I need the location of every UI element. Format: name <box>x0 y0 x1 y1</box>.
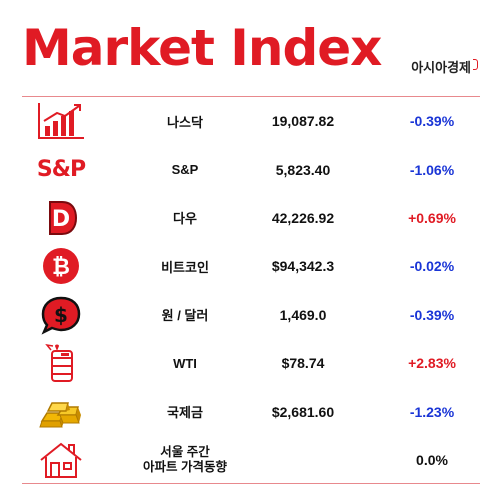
dow-logo-text: D <box>52 207 70 232</box>
table-row-dow: D 다우 42,226.92 +0.69% <box>22 194 480 242</box>
row-name: 다우 <box>173 211 197 227</box>
row-change: -0.02% <box>409 258 455 275</box>
bottom-divider <box>22 483 480 484</box>
dow-logo-icon: D <box>36 197 86 239</box>
sp-logo-text: S&P <box>36 156 86 182</box>
row-name: 비트코인 <box>161 259 209 275</box>
row-name: 서울 주간 아파트 가격동향 <box>120 436 250 484</box>
top-divider <box>22 96 480 97</box>
row-value: 19,087.82 <box>271 113 335 130</box>
gold-bars-icon <box>36 390 86 432</box>
brand-mark-icon <box>473 59 478 70</box>
row-name-line2: 아파트 가격동향 <box>143 459 227 474</box>
brand-logo: 아시아경제 <box>411 57 478 76</box>
brand-name: 아시아경제 <box>411 60 471 75</box>
row-value: $78.74 <box>281 355 325 372</box>
row-change: -0.39% <box>409 113 455 130</box>
bar-chart-icon <box>36 100 86 142</box>
row-value: $94,342.3 <box>271 258 335 275</box>
row-change: 0.0% <box>416 451 448 468</box>
table-row-krw-usd: $ 원 / 달러 1,469.0 -0.39% <box>22 291 480 339</box>
row-change: +2.83% <box>408 355 456 372</box>
sp-logo-icon: S&P <box>36 148 86 190</box>
house-icon <box>36 439 86 481</box>
row-name: WTI <box>173 355 197 371</box>
row-value: 1,469.0 <box>279 306 327 323</box>
row-name: 원 / 달러 <box>161 308 209 324</box>
market-table: 나스닥 19,087.82 -0.39% S&P S&P 5,823.40 -1… <box>22 97 480 484</box>
table-row-sp: S&P S&P 5,823.40 -1.06% <box>22 145 480 193</box>
table-row-gold: 국제금 $2,681.60 -1.23% <box>22 387 480 435</box>
table-row-wti: WTI $78.74 +2.83% <box>22 339 480 387</box>
page-title: Market Index <box>22 19 382 77</box>
dollar-bubble-icon: $ <box>36 294 86 336</box>
row-change: -1.06% <box>409 161 455 178</box>
svg-text:$: $ <box>54 303 68 327</box>
row-name-line1: 서울 주간 <box>160 444 210 459</box>
svg-text:₿: ₿ <box>52 255 70 280</box>
oil-barrel-icon <box>36 342 86 384</box>
row-change: -1.23% <box>409 403 455 420</box>
row-name: 국제금 <box>167 405 203 421</box>
table-row-nasdaq: 나스닥 19,087.82 -0.39% <box>22 97 480 145</box>
row-value: 42,226.92 <box>271 209 335 226</box>
row-name: S&P <box>171 162 199 178</box>
row-value: $2,681.60 <box>271 403 335 420</box>
row-change: +0.69% <box>408 209 456 226</box>
table-row-bitcoin: ₿ 비트코인 $94,342.3 -0.02% <box>22 242 480 290</box>
row-value: 5,823.40 <box>275 161 331 178</box>
table-row-seoul-apartment: 서울 주간 아파트 가격동향 0.0% <box>22 436 480 484</box>
row-value <box>240 436 366 484</box>
bitcoin-icon: ₿ <box>36 245 86 287</box>
row-name: 나스닥 <box>167 114 203 130</box>
row-change: -0.39% <box>409 306 455 323</box>
